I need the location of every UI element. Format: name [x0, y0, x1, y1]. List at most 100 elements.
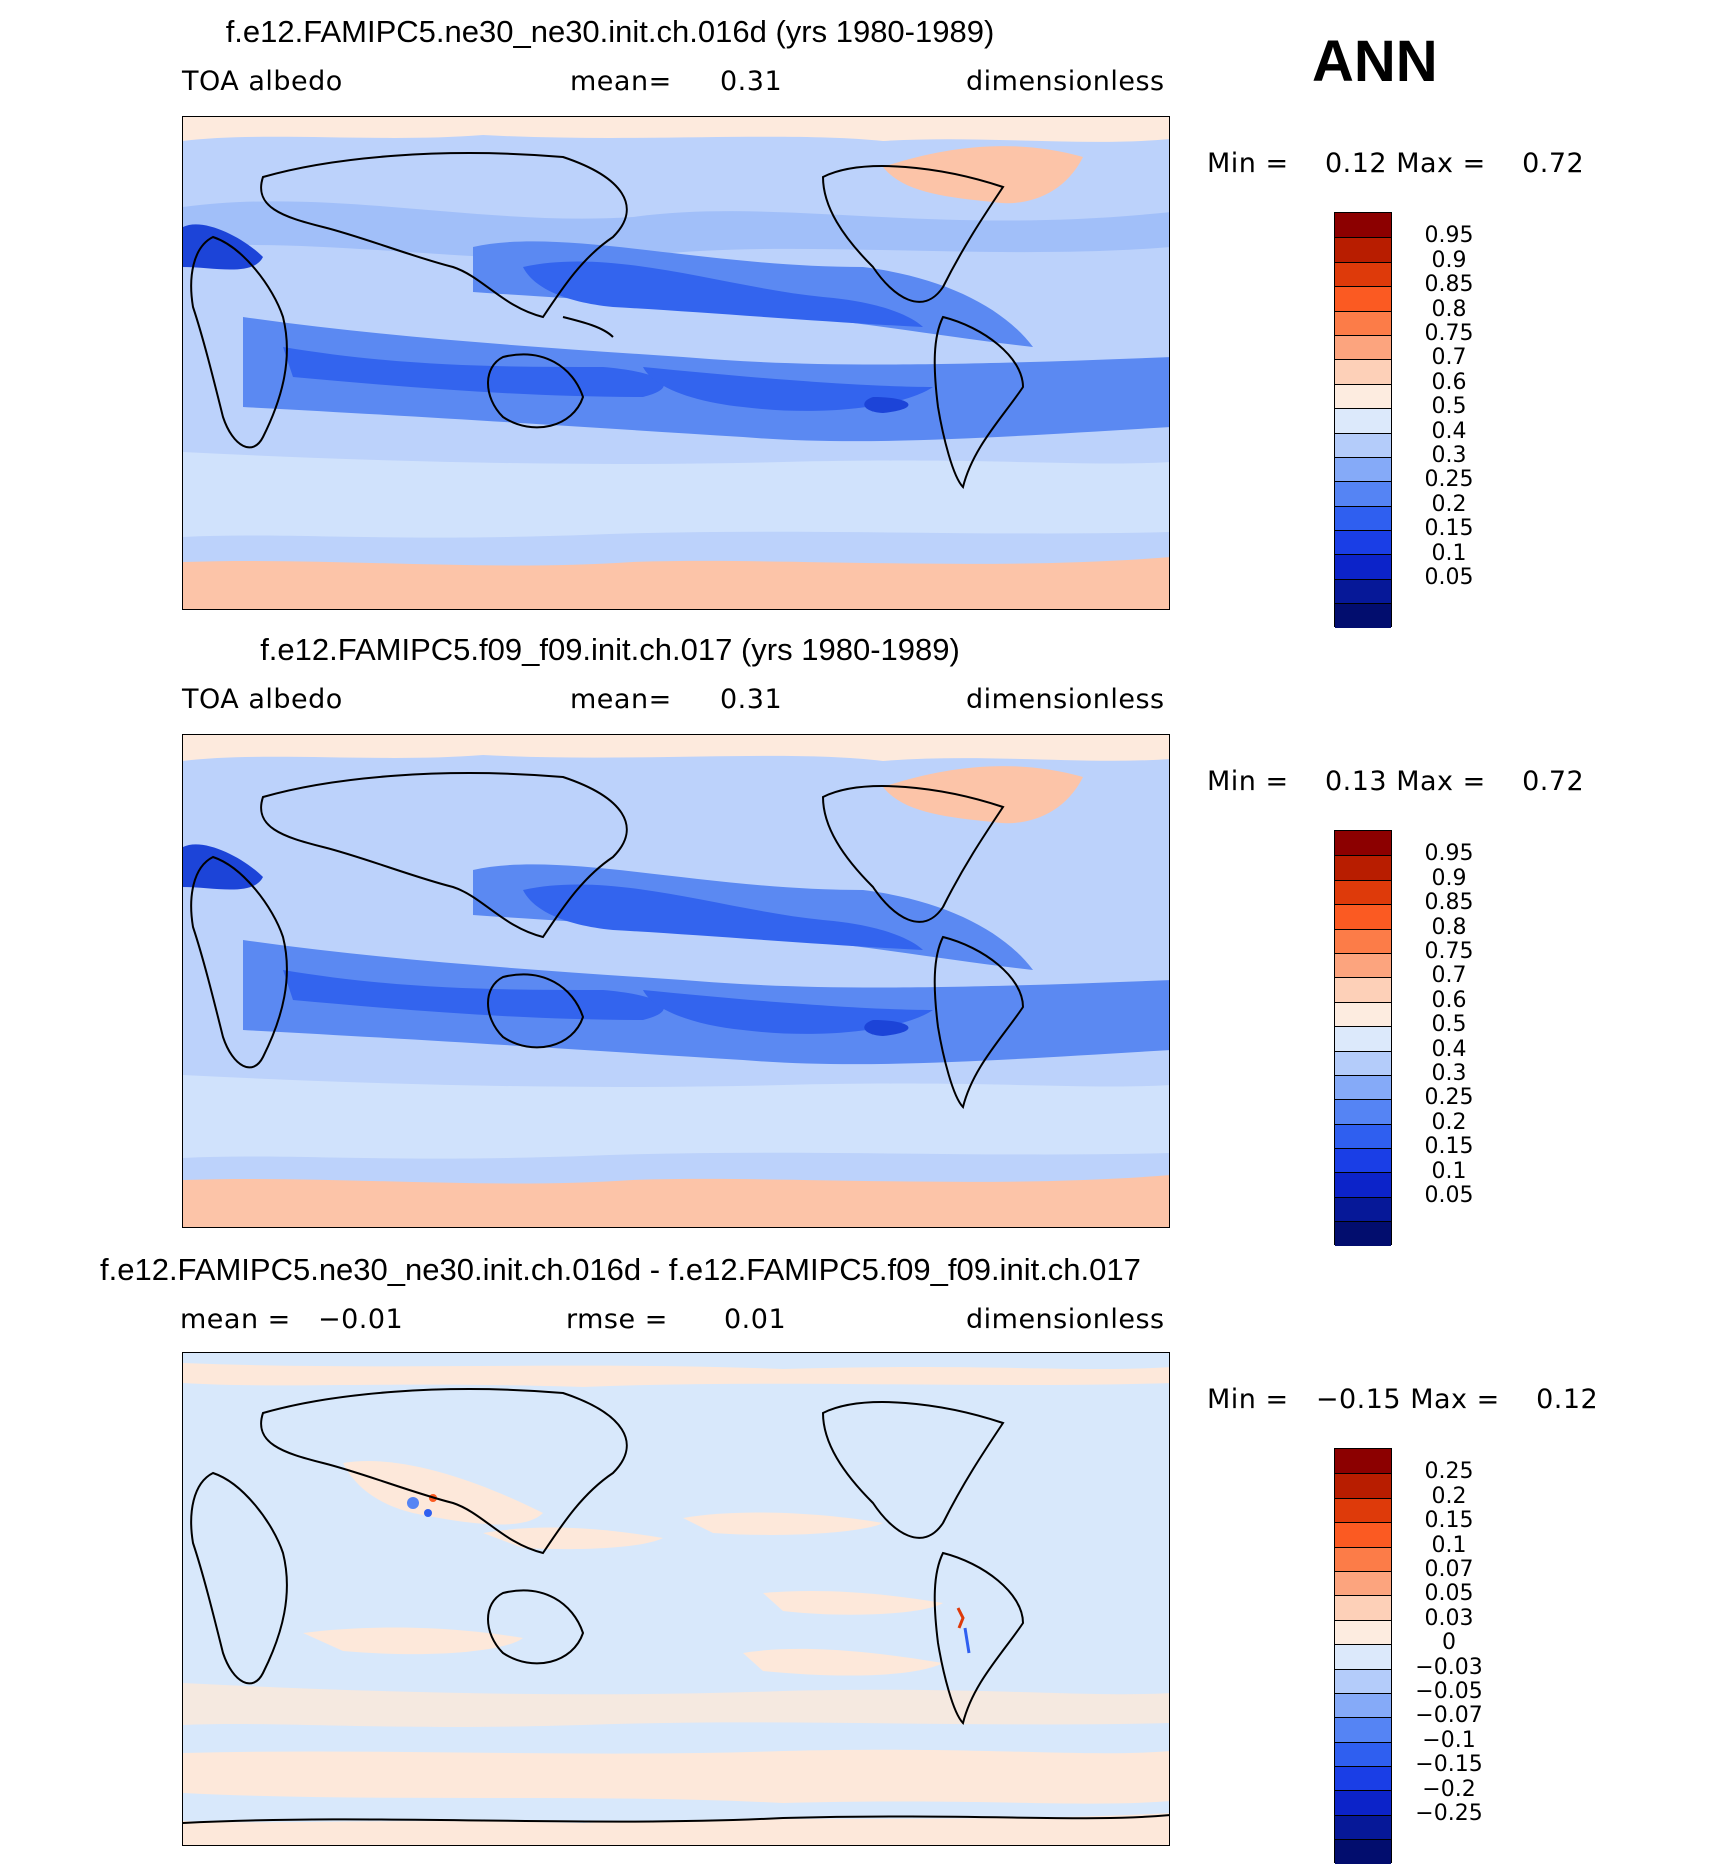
panel3-rmse-label: rmse = — [566, 1304, 668, 1335]
panel1-minmax: Min = 0.12 Max = 0.72 — [1207, 148, 1584, 179]
colorbar-tick-label: 0.9 — [1431, 865, 1467, 891]
panel1-max-value: 0.72 — [1522, 148, 1585, 179]
colorbar-swatch — [1335, 1644, 1391, 1669]
colorbar-tick-label: −0.15 — [1415, 1752, 1483, 1778]
colorbar-swatch — [1335, 1595, 1391, 1620]
colorbar-tick-label: 0.05 — [1424, 1183, 1474, 1208]
colorbar-swatch — [1335, 1741, 1391, 1767]
panel2-min-label: Min = — [1207, 766, 1289, 797]
colorbar-tick-label: 0.15 — [1424, 516, 1474, 542]
panel2-variable-name: TOA albedo — [182, 684, 343, 715]
colorbar-tick-label: 0.25 — [1424, 1459, 1474, 1485]
colorbar-swatch — [1335, 831, 1391, 856]
colorbar-tick-label: 0.6 — [1431, 369, 1467, 395]
panel1-max-label: Max = — [1396, 148, 1486, 179]
colorbar-swatch — [1335, 481, 1391, 506]
colorbar-tick-label: 0.9 — [1431, 247, 1467, 273]
panel1-variable-name: TOA albedo — [182, 66, 343, 97]
colorbar-tick-label: 0.95 — [1424, 841, 1474, 867]
colorbar-tick-label: −0.1 — [1422, 1727, 1476, 1753]
panel1-mean-label: mean= — [570, 66, 672, 97]
colorbar-swatch — [1335, 334, 1391, 360]
colorbar-swatch — [1335, 1522, 1391, 1547]
colorbar-tick-label: 0.5 — [1431, 394, 1467, 420]
season-label: ANN — [1312, 29, 1438, 94]
colorbar-swatch — [1335, 1692, 1391, 1718]
colorbar-tick-label: 0.25 — [1424, 1085, 1474, 1111]
colorbar-swatch — [1335, 1619, 1391, 1645]
panel1-title: f.e12.FAMIPC5.ne30_ne30.init.ch.016d (yr… — [225, 14, 995, 49]
colorbar-tick-label: 0.05 — [1424, 565, 1474, 590]
colorbar-swatch — [1335, 1196, 1391, 1222]
colorbar-swatch — [1335, 1026, 1391, 1051]
panel2-title: f.e12.FAMIPC5.f09_f09.init.ch.017 (yrs 1… — [260, 632, 960, 667]
colorbar-swatch — [1335, 310, 1391, 335]
panel2-colorbar — [1334, 830, 1392, 1246]
panel3-rmse-value: 0.01 — [724, 1304, 787, 1335]
panel1-map — [182, 116, 1170, 610]
panel3-difference-contour-map — [183, 1353, 1169, 1845]
colorbar-tick-label: 0.3 — [1431, 443, 1467, 468]
colorbar-swatch — [1335, 530, 1391, 555]
colorbar-swatch — [1335, 904, 1391, 929]
colorbar-tick-label: 0.15 — [1424, 1508, 1474, 1534]
panel3-title: f.e12.FAMIPC5.ne30_ne30.init.ch.016d - f… — [100, 1252, 1141, 1287]
colorbar-tick-label: 0.75 — [1424, 321, 1474, 346]
colorbar-swatch — [1335, 1221, 1391, 1246]
panel1-albedo-contour-map — [183, 117, 1169, 609]
panel1-units: dimensionless — [966, 66, 1165, 97]
colorbar-tick-label: 0.4 — [1431, 1036, 1467, 1062]
colorbar-swatch — [1335, 1497, 1391, 1523]
panel2-albedo-contour-map — [183, 735, 1169, 1227]
panel3-map — [182, 1352, 1170, 1846]
panel2-map — [182, 734, 1170, 1228]
colorbar-swatch — [1335, 1473, 1391, 1498]
colorbar-tick-label: 0.03 — [1424, 1605, 1474, 1631]
colorbar-swatch — [1335, 1570, 1391, 1596]
colorbar-swatch — [1335, 603, 1391, 628]
colorbar-swatch — [1335, 879, 1391, 905]
colorbar-swatch — [1335, 286, 1391, 311]
colorbar-swatch — [1335, 1449, 1391, 1474]
colorbar-tick-label: −0.05 — [1415, 1679, 1483, 1704]
colorbar-tick-label: 0.1 — [1431, 540, 1467, 566]
panel2-min-value: 0.13 — [1324, 766, 1388, 797]
colorbar-tick-label: −0.07 — [1415, 1703, 1483, 1729]
panel3-minmax: Min = −0.15 Max = 0.12 — [1207, 1384, 1598, 1415]
panel3-max-label: Max = — [1410, 1384, 1500, 1415]
colorbar-tick-label: 0.25 — [1424, 467, 1474, 493]
colorbar-swatch — [1335, 554, 1391, 579]
colorbar-swatch — [1335, 408, 1391, 433]
panel3-units: dimensionless — [966, 1304, 1165, 1335]
colorbar-swatch — [1335, 928, 1391, 953]
colorbar-tick-label: 0.6 — [1431, 987, 1467, 1013]
panel1-mean-value: 0.31 — [720, 66, 783, 97]
colorbar-swatch — [1335, 1717, 1391, 1742]
colorbar-tick-label: 0.2 — [1431, 1483, 1467, 1509]
colorbar-tick-label: 0.7 — [1431, 345, 1467, 371]
panel2-units: dimensionless — [966, 684, 1165, 715]
colorbar-swatch — [1335, 1766, 1391, 1791]
colorbar-swatch — [1335, 952, 1391, 978]
colorbar-tick-label: 0.2 — [1431, 491, 1467, 517]
colorbar-swatch — [1335, 1123, 1391, 1149]
colorbar-tick-label: 0.4 — [1431, 418, 1467, 444]
colorbar-swatch — [1335, 1074, 1391, 1100]
colorbar-swatch — [1335, 213, 1391, 238]
colorbar-tick-label: 0.1 — [1431, 1158, 1467, 1184]
colorbar-swatch — [1335, 1790, 1391, 1815]
panel3-mean-label: mean = — [180, 1304, 291, 1335]
panel3-max-value: 0.12 — [1536, 1384, 1599, 1415]
colorbar-tick-label: 0.8 — [1431, 914, 1467, 940]
colorbar-swatch — [1335, 383, 1391, 409]
panel3-mean-value: −0.01 — [318, 1304, 404, 1335]
colorbar-swatch — [1335, 432, 1391, 457]
colorbar-swatch — [1335, 359, 1391, 384]
colorbar-tick-label: 0.95 — [1424, 223, 1474, 249]
panel1-colorbar — [1334, 212, 1392, 628]
colorbar-tick-label: −0.03 — [1415, 1654, 1483, 1680]
colorbar-swatch — [1335, 977, 1391, 1002]
colorbar-swatch — [1335, 1050, 1391, 1075]
colorbar-tick-label: −0.25 — [1415, 1801, 1483, 1826]
colorbar-tick-label: 0.05 — [1424, 1581, 1474, 1607]
